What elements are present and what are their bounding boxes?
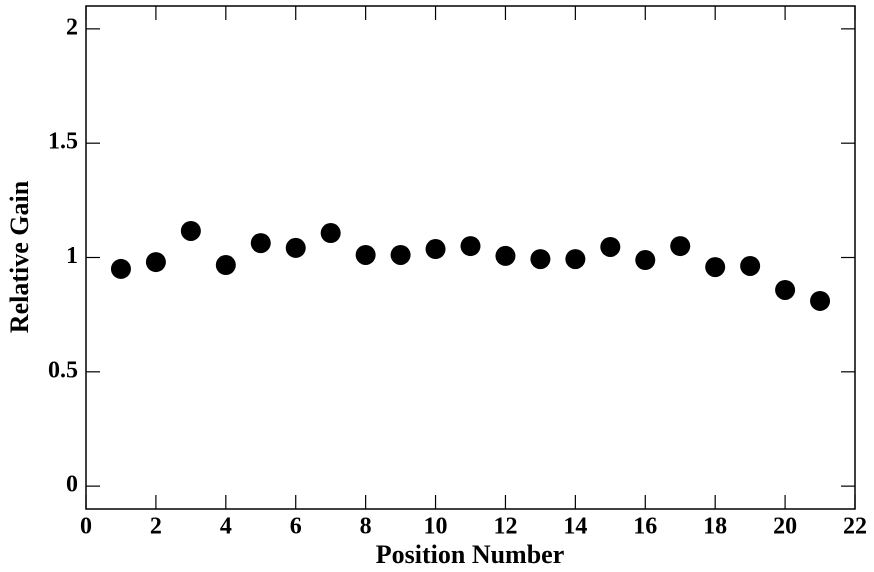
data-point [705,257,726,278]
data-point [355,244,376,265]
data-point [670,236,691,257]
data-point [565,249,586,270]
x-tick-label: 20 [773,514,797,540]
x-tick-label: 22 [843,514,867,540]
data-point [285,237,306,258]
data-point [740,255,761,276]
data-point [530,249,551,270]
data-point [180,220,201,241]
x-tick-label: 8 [360,514,372,540]
x-tick-label: 12 [493,514,517,540]
data-point [775,279,796,300]
x-axis-label: Position Number [376,540,565,569]
x-tick-label: 14 [563,514,587,540]
y-tick-label: 1 [66,243,78,269]
x-tick-label: 0 [80,514,92,540]
data-point [810,290,831,311]
data-point [320,223,341,244]
x-tick-label: 4 [220,514,232,540]
data-point [390,244,411,265]
y-tick-label: 0.5 [48,357,78,383]
x-tick-label: 6 [290,514,302,540]
x-tick-label: 18 [703,514,727,540]
data-point [250,233,271,254]
data-point [110,258,131,279]
data-point [145,252,166,273]
x-tick-label: 10 [424,514,448,540]
y-axis-label: Relative Gain [5,180,34,333]
data-point [495,245,516,266]
data-point [600,236,621,257]
data-point [635,250,656,271]
y-tick-label: 2 [66,14,78,40]
x-tick-label: 2 [150,514,162,540]
data-point [215,255,236,276]
data-point [460,236,481,257]
plot-frame [85,5,856,510]
x-tick-label: 16 [633,514,657,540]
y-tick-label: 1.5 [48,129,78,155]
y-tick-label: 0 [66,472,78,498]
data-point [425,239,446,260]
